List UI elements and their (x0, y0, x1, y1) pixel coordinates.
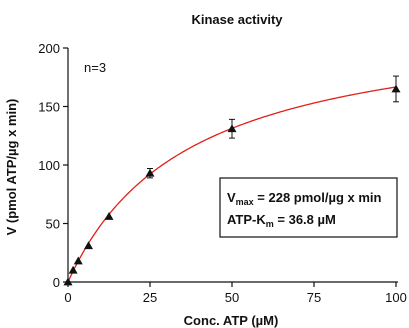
data-point-triangle (73, 256, 83, 265)
x-tick-label: 0 (64, 290, 71, 305)
kinetics-textbox: Vmax = 228 pmol/µg x min ATP-Km = 36.8 µ… (219, 177, 398, 238)
y-tick-label: 50 (46, 217, 60, 232)
data-point-triangle (84, 241, 93, 250)
y-tick-label: 150 (38, 100, 60, 115)
data-point-triangle (145, 168, 155, 177)
textbox-border (219, 177, 398, 238)
n-annotation: n=3 (84, 60, 106, 75)
vmax-text: Vmax = 228 pmol/µg x min (227, 190, 382, 207)
y-tick-label: 100 (38, 158, 60, 173)
data-point-triangle (227, 124, 237, 133)
chart-title: Kinase activity (191, 12, 283, 27)
data-point-triangle (68, 265, 78, 274)
data-point-triangle (391, 84, 401, 93)
data-point-triangle (63, 277, 73, 286)
y-tick-label: 200 (38, 41, 60, 56)
x-tick-label: 100 (385, 290, 407, 305)
x-axis-label: Conc. ATP (µM) (184, 313, 279, 328)
axes: 0 50 100 150 200 0 25 50 75 100 (38, 41, 407, 305)
data-point-triangle (104, 211, 114, 220)
y-tick-label: 0 (53, 275, 60, 290)
y-axis-label: V (pmol ATP/µg x min) (4, 99, 19, 236)
x-tick-label: 50 (225, 290, 239, 305)
km-text: ATP-Km = 36.8 µM (227, 212, 336, 229)
x-tick-label: 75 (307, 290, 321, 305)
data-points (63, 75, 401, 286)
x-tick-label: 25 (143, 290, 157, 305)
